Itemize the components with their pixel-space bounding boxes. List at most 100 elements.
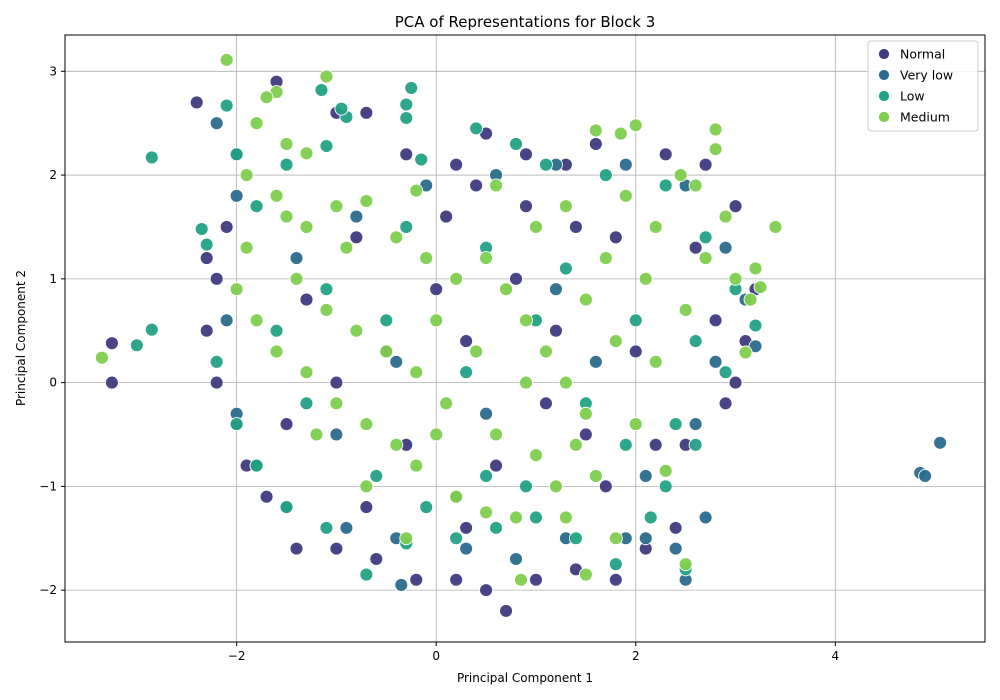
- data-point: [319, 520, 334, 535]
- data-point: [728, 375, 743, 390]
- data-point: [104, 336, 119, 351]
- data-point: [768, 220, 783, 234]
- data-point: [668, 417, 683, 432]
- data-point: [459, 520, 474, 535]
- data-point: [608, 531, 623, 546]
- data-point: [339, 520, 354, 535]
- data-point: [249, 116, 264, 131]
- data-point: [638, 469, 653, 483]
- data-point: [249, 458, 264, 473]
- data-point: [389, 230, 404, 245]
- data-point: [279, 417, 294, 432]
- data-point: [638, 271, 653, 286]
- data-point: [209, 375, 224, 390]
- data-point: [399, 531, 414, 546]
- data-point: [194, 222, 209, 236]
- data-point: [688, 437, 703, 452]
- data-point: [469, 178, 484, 193]
- data-point: [558, 510, 573, 525]
- y-tick-label: −2: [39, 583, 57, 597]
- data-point: [708, 142, 723, 157]
- data-point: [578, 292, 593, 307]
- data-point: [933, 435, 948, 450]
- data-point: [598, 251, 613, 266]
- data-point: [618, 157, 633, 172]
- data-point: [489, 458, 504, 473]
- data-point: [239, 240, 254, 255]
- data-point: [628, 344, 643, 359]
- legend-marker: [878, 111, 890, 123]
- data-point: [449, 572, 464, 587]
- legend-label: Very low: [900, 68, 953, 83]
- data-point: [399, 111, 414, 125]
- data-point: [279, 209, 294, 224]
- data-point: [558, 375, 573, 390]
- data-point: [588, 469, 603, 483]
- y-tick-label: −1: [39, 479, 57, 493]
- data-point: [548, 323, 563, 338]
- data-point: [314, 83, 329, 97]
- data-point: [299, 146, 314, 161]
- data-point: [918, 469, 933, 483]
- data-point: [359, 567, 374, 582]
- x-tick-label: −2: [228, 649, 246, 663]
- data-point: [489, 520, 504, 535]
- data-point: [728, 271, 743, 286]
- data-point: [399, 220, 414, 234]
- data-point: [359, 105, 374, 120]
- data-point: [618, 437, 633, 452]
- data-point: [738, 345, 753, 360]
- plot-frame: [64, 34, 986, 643]
- data-point: [598, 168, 613, 183]
- data-point: [359, 417, 374, 432]
- data-point: [648, 220, 663, 234]
- data-point: [608, 557, 623, 572]
- data-point: [568, 437, 583, 452]
- data-point: [229, 147, 244, 162]
- data-point: [479, 583, 494, 598]
- data-point: [439, 396, 454, 411]
- data-point: [219, 313, 234, 328]
- data-point: [588, 354, 603, 369]
- data-point: [598, 479, 613, 494]
- data-point: [519, 479, 533, 494]
- data-point: [309, 427, 324, 442]
- data-point: [199, 323, 214, 338]
- data-point: [668, 541, 683, 556]
- data-point: [698, 157, 713, 172]
- data-point: [94, 350, 109, 365]
- data-point: [673, 168, 688, 183]
- data-point: [329, 427, 344, 442]
- data-point: [349, 230, 364, 245]
- data-point: [548, 479, 563, 494]
- data-point: [209, 271, 224, 286]
- data-point: [578, 406, 593, 421]
- data-point: [329, 541, 344, 556]
- data-point: [718, 365, 733, 380]
- data-point: [643, 510, 658, 525]
- data-point: [678, 557, 693, 572]
- data-point: [219, 98, 234, 113]
- data-point: [419, 500, 434, 515]
- data-point: [658, 479, 673, 494]
- data-point: [334, 101, 349, 116]
- data-point: [279, 136, 294, 151]
- data-point: [519, 375, 533, 390]
- data-point: [299, 292, 314, 307]
- data-point: [144, 322, 159, 337]
- data-point: [459, 541, 474, 556]
- data-point: [529, 220, 543, 234]
- data-point: [668, 520, 683, 535]
- data-point: [289, 271, 304, 286]
- data-point: [319, 139, 334, 153]
- data-point: [539, 344, 553, 359]
- data-point: [409, 572, 424, 587]
- data-point: [349, 323, 364, 338]
- x-tick-label: 2: [632, 649, 640, 663]
- data-point: [539, 396, 553, 411]
- data-point: [209, 354, 224, 369]
- data-point: [479, 406, 494, 421]
- data-point: [479, 251, 494, 266]
- data-point: [199, 251, 214, 266]
